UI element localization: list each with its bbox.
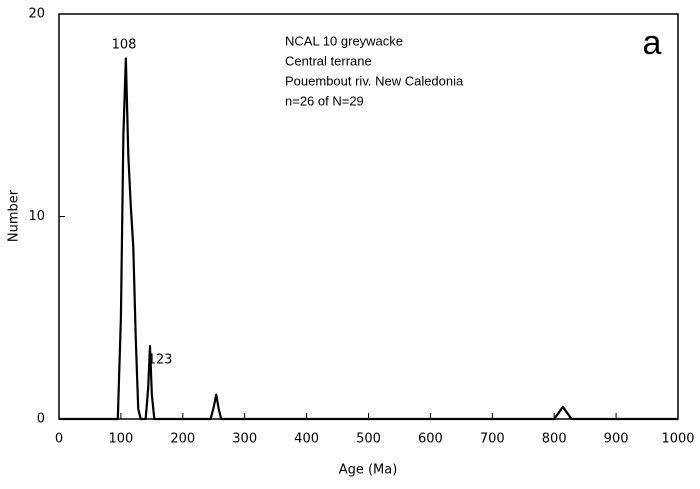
- panel-label: a: [643, 24, 662, 62]
- peak-label: 108: [112, 38, 137, 53]
- x-tick-label: 0: [55, 432, 63, 447]
- y-axis-label: Number: [7, 189, 22, 242]
- density-curve: [59, 57, 678, 421]
- x-tick-label: 500: [356, 432, 381, 447]
- info-line: Pouembout riv. New Caledonia: [285, 73, 464, 88]
- info-line: Central terrane: [285, 53, 372, 68]
- x-tick-label: 800: [542, 432, 567, 447]
- y-tick-label: 20: [28, 7, 45, 22]
- x-tick-label: 600: [418, 432, 443, 447]
- x-tick-label: 400: [294, 432, 319, 447]
- y-tick-label: 10: [28, 209, 45, 224]
- peak-label: 123: [148, 353, 173, 368]
- x-tick-label: 1000: [661, 432, 694, 447]
- x-tick-label: 200: [170, 432, 195, 447]
- x-tick-label: 700: [480, 432, 505, 447]
- info-line: n=26 of N=29: [285, 93, 364, 108]
- x-axis-label: Age (Ma): [339, 463, 398, 478]
- x-tick-label: 100: [108, 432, 133, 447]
- info-box: NCAL 10 greywacke Central terrane Pouembou…: [285, 33, 464, 108]
- x-tick-label: 900: [604, 432, 629, 447]
- x-tick-label: 300: [232, 432, 257, 447]
- y-tick-label: 0: [37, 412, 45, 427]
- info-line: NCAL 10 greywacke: [285, 33, 403, 48]
